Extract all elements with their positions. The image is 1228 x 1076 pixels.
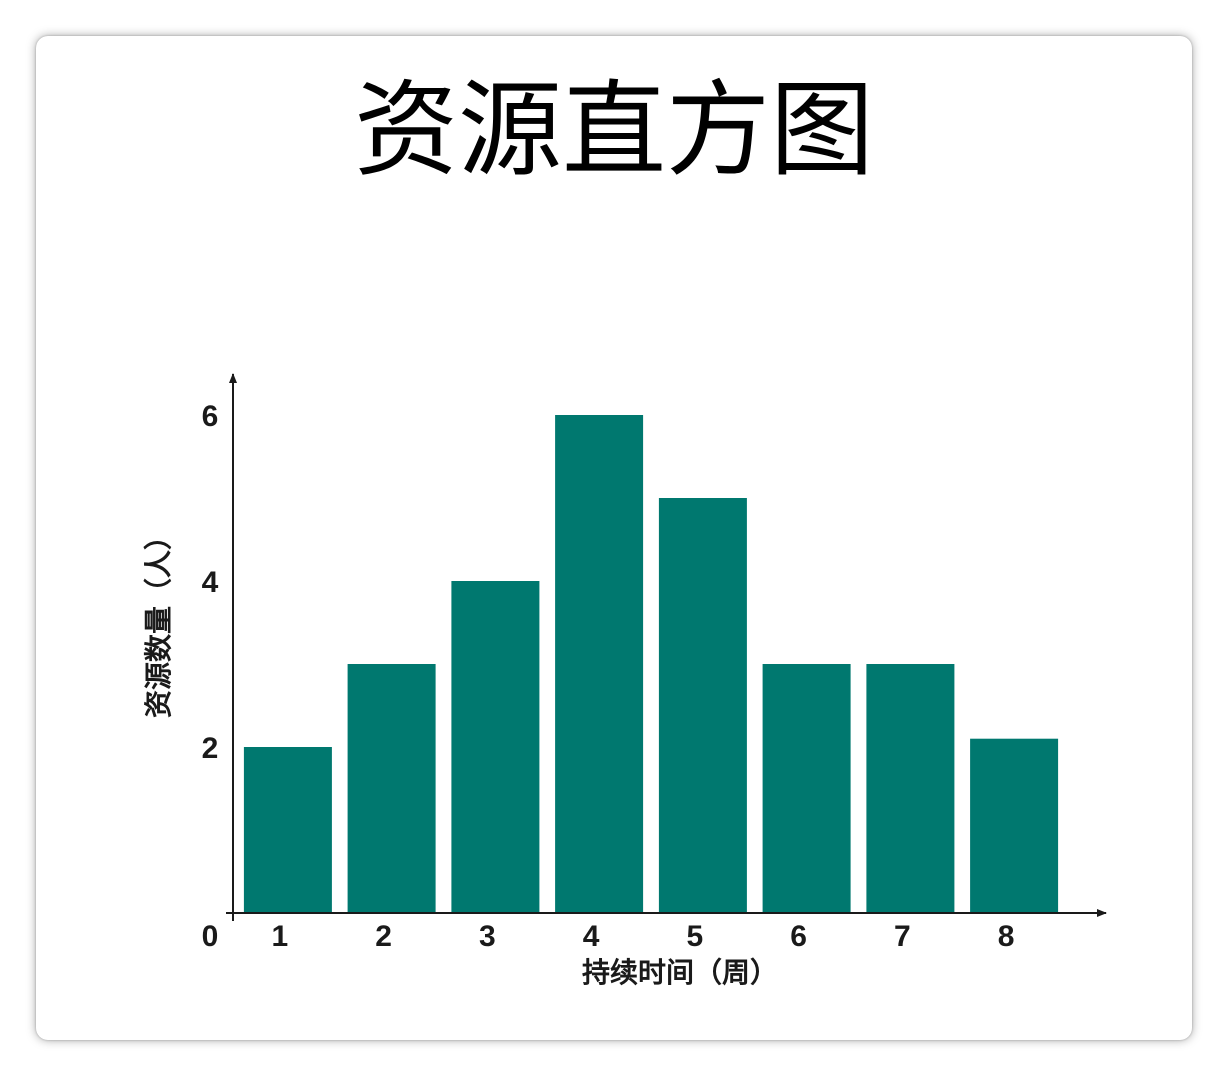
x-tick-label: 8 bbox=[998, 920, 1015, 953]
x-axis-label: 持续时间（周） bbox=[582, 956, 778, 988]
x-tick-label: 6 bbox=[790, 920, 807, 953]
x-tick-labels: 1 2 3 4 5 6 7 8 bbox=[272, 920, 1015, 953]
bar-7 bbox=[866, 664, 955, 913]
x-tick-label: 3 bbox=[479, 920, 496, 953]
bar-1 bbox=[243, 747, 332, 913]
y-axis-label: 资源数量（人） bbox=[142, 522, 174, 718]
bar-4 bbox=[555, 415, 644, 913]
y-tick-label: 4 bbox=[202, 566, 219, 599]
bar-5 bbox=[658, 498, 747, 913]
y-tick-label: 6 bbox=[202, 400, 219, 433]
bar-8 bbox=[970, 738, 1059, 913]
bars-group bbox=[243, 415, 1059, 913]
y-tick-labels: 0 2 4 6 bbox=[202, 400, 219, 953]
y-tick-label: 0 bbox=[202, 920, 219, 953]
x-tick-label: 7 bbox=[894, 920, 911, 953]
bar-2 bbox=[347, 664, 436, 913]
chart-title: 资源直方图 bbox=[353, 69, 874, 191]
x-tick-label: 5 bbox=[687, 920, 704, 953]
x-tick-label: 1 bbox=[272, 920, 289, 953]
x-tick-label: 2 bbox=[375, 920, 392, 953]
bar-6 bbox=[762, 664, 851, 913]
y-tick-label: 2 bbox=[202, 732, 219, 765]
x-tick-label: 4 bbox=[583, 920, 600, 953]
bar-3 bbox=[451, 581, 540, 913]
